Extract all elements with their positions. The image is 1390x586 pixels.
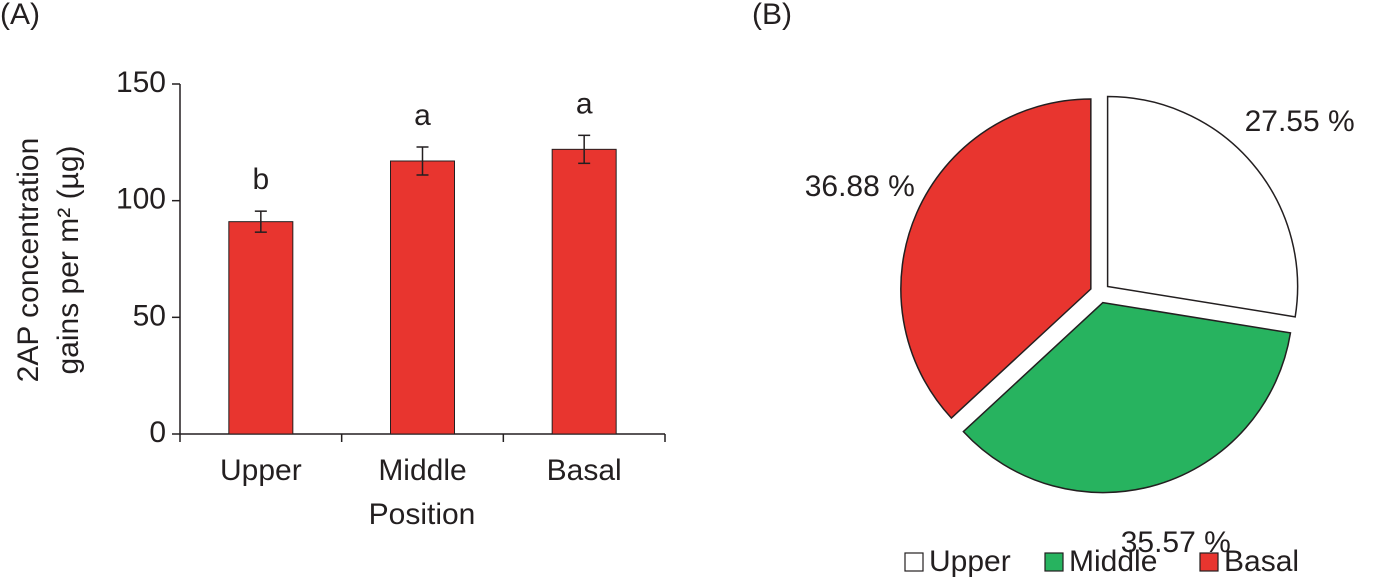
- bar: [551, 148, 617, 435]
- significance-label: a: [576, 87, 593, 120]
- pie-slice: [962, 301, 1292, 494]
- legend-label: Basal: [1224, 545, 1299, 578]
- panel-label: (A): [0, 0, 40, 31]
- y-tick-label: 150: [116, 66, 166, 99]
- y-tick-label: 100: [116, 183, 166, 216]
- significance-label: b: [252, 163, 269, 196]
- x-tick-label: Upper: [220, 454, 302, 487]
- legend-swatch: [904, 552, 924, 572]
- y-axis-label: gains per m² (µg): [52, 145, 85, 374]
- pie-slice: [900, 98, 1092, 420]
- significance-label: a: [414, 99, 431, 132]
- y-axis-label: 2AP concentration: [12, 138, 45, 383]
- data-label: 36.88 %: [805, 170, 915, 203]
- bar: [390, 160, 455, 435]
- x-tick-label: Basal: [547, 454, 622, 487]
- y-tick-label: 0: [149, 416, 166, 449]
- legend-label: Upper: [929, 545, 1011, 578]
- bar: [228, 221, 294, 435]
- panel-label: (B): [752, 0, 792, 31]
- x-tick-label: Middle: [378, 454, 466, 487]
- legend-swatch: [1199, 552, 1219, 572]
- legend-label: Middle: [1069, 545, 1157, 578]
- data-label: 27.55 %: [1245, 105, 1355, 138]
- y-tick-label: 50: [133, 299, 166, 332]
- x-axis-label: Position: [369, 498, 476, 531]
- legend-swatch: [1044, 552, 1064, 572]
- pie-slice: [1106, 95, 1299, 318]
